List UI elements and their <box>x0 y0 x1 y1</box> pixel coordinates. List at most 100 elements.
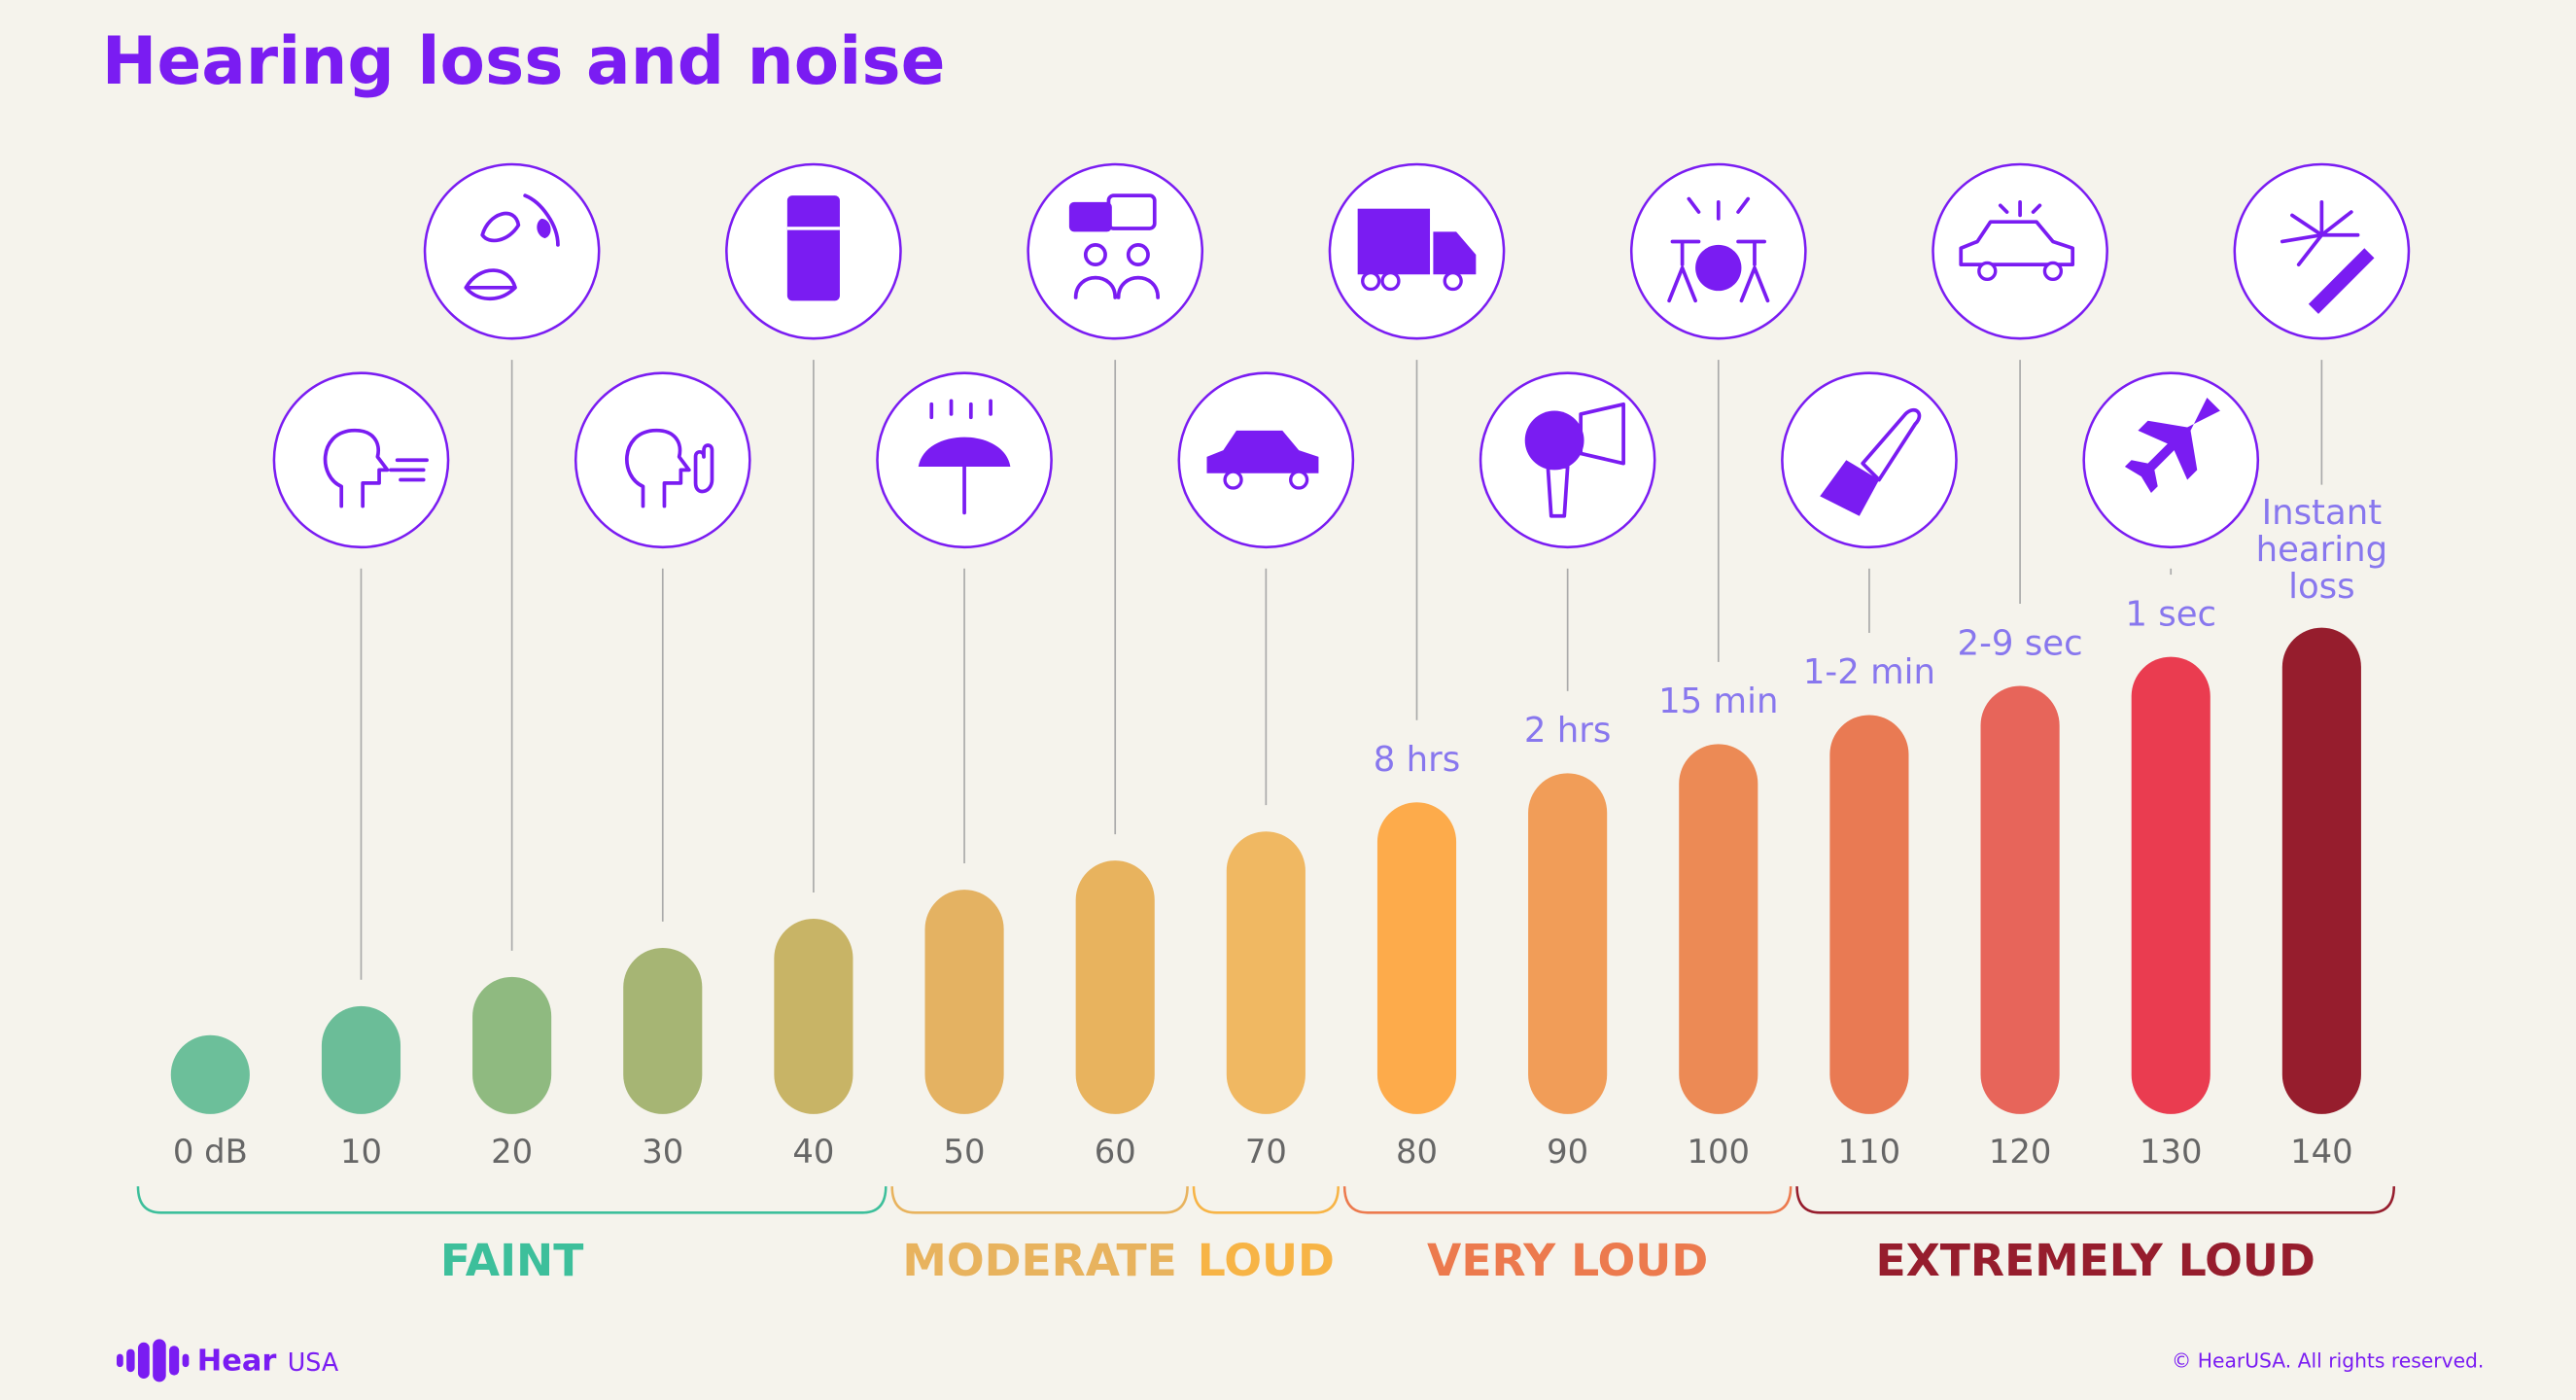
x-tick-label: 130 <box>2140 1133 2203 1171</box>
icon-shape <box>693 443 714 494</box>
icon-shape <box>1380 270 1401 292</box>
icon <box>423 162 601 340</box>
x-tick-label: 50 <box>944 1133 986 1171</box>
icon-shape <box>1361 270 1381 292</box>
icon <box>1479 371 1656 549</box>
bar <box>1679 744 1758 1114</box>
icon <box>574 371 751 549</box>
icon-shape <box>1126 242 1150 266</box>
bar <box>1528 773 1608 1114</box>
x-tick-label: 110 <box>1838 1133 1901 1171</box>
icon-shape <box>1433 231 1477 275</box>
x-tick-label: 60 <box>1095 1133 1136 1171</box>
bar <box>170 1034 250 1114</box>
icon-circle <box>423 162 601 340</box>
icon-shape <box>1083 242 1107 266</box>
exposure-label: 2 hrs <box>1524 711 1611 751</box>
x-tick-label: 100 <box>1688 1133 1751 1171</box>
icon <box>272 371 450 549</box>
x-tick-label: 70 <box>1245 1133 1287 1171</box>
bar <box>1075 860 1155 1114</box>
x-tick-label: 20 <box>491 1133 533 1171</box>
icon-circle <box>1781 371 1958 549</box>
icon-shape <box>1687 196 1751 221</box>
group-bracket <box>1342 1186 1793 1214</box>
group-bracket <box>890 1186 1189 1214</box>
group-label: EXTREMELY LOUD <box>1875 1235 2315 1286</box>
group-bracket <box>1795 1186 2396 1214</box>
icon-shape <box>1695 244 1742 292</box>
bar <box>1376 802 1457 1114</box>
icon-shape <box>1524 410 1584 471</box>
icon-shape <box>1443 270 1463 292</box>
icon <box>2233 162 2411 340</box>
bar <box>2281 627 2361 1114</box>
chart-title: Hearing loss and noise <box>102 22 946 99</box>
icon-shape <box>1579 402 1625 466</box>
icon-shape <box>537 218 551 239</box>
icon-shape <box>1106 193 1157 230</box>
x-tick-label: 30 <box>642 1133 683 1171</box>
bar <box>472 976 552 1114</box>
icon <box>1177 371 1355 549</box>
icon-shape <box>1206 430 1319 473</box>
icon-shape <box>918 437 1011 468</box>
icon-circle <box>1027 162 1204 340</box>
x-tick-label: 90 <box>1547 1133 1588 1171</box>
icon-shape <box>1861 407 1922 482</box>
icon <box>1781 371 1958 549</box>
icon-circle <box>2233 162 2411 340</box>
exposure-label: 15 min <box>1658 682 1778 721</box>
icon <box>1629 162 1807 340</box>
icon-shape <box>1223 470 1243 490</box>
icon-shape <box>1068 201 1112 232</box>
icon-circle <box>272 371 450 549</box>
icon-circle <box>574 371 751 549</box>
group-label: LOUD <box>1198 1235 1335 1286</box>
icon-shape <box>2308 248 2375 314</box>
icon <box>1027 162 1204 340</box>
icon-shape <box>1546 465 1570 518</box>
x-tick-label: 80 <box>1396 1133 1438 1171</box>
icon-shape <box>1977 261 1998 282</box>
icon-shape <box>464 268 517 301</box>
brand-suffix: USA <box>288 1348 339 1377</box>
icon-shape <box>323 428 390 508</box>
icon-shape <box>929 399 992 420</box>
group-label: FAINT <box>440 1235 584 1286</box>
group-bracket <box>1192 1186 1340 1214</box>
icon <box>2082 371 2260 549</box>
exposure-label: Instant hearing loss <box>2256 493 2388 607</box>
x-tick-label: 40 <box>792 1133 834 1171</box>
icon-circle <box>1932 162 2108 340</box>
group-label: MODERATE <box>902 1235 1176 1286</box>
icon <box>1328 162 1506 340</box>
group-bracket <box>136 1186 888 1214</box>
exposure-label: 8 hrs <box>1374 740 1460 780</box>
icon-shape <box>480 211 521 243</box>
icon-shape <box>523 193 560 247</box>
icon-shape <box>2124 398 2220 494</box>
exposure-label: 1-2 min <box>1803 652 1935 692</box>
icon-shape <box>1998 200 2042 218</box>
x-tick-label: 10 <box>340 1133 382 1171</box>
icon-shape <box>1959 220 2075 266</box>
bar <box>321 1005 401 1114</box>
x-tick-label: 0 dB <box>173 1133 248 1171</box>
logo: Hear USA <box>116 1339 339 1382</box>
icon-shape <box>786 195 840 301</box>
icon <box>1932 162 2108 340</box>
bar <box>924 890 1004 1114</box>
x-tick-label: 140 <box>2290 1133 2353 1171</box>
icon-shape <box>2280 200 2360 266</box>
icon-shape <box>1357 208 1431 275</box>
icon-shape <box>1820 460 1880 516</box>
icon <box>876 371 1053 549</box>
x-tick-label: 120 <box>1989 1133 2052 1171</box>
icon-shape <box>1073 275 1161 299</box>
exposure-label: 1 sec <box>2125 594 2216 634</box>
group-label: VERY LOUD <box>1427 1235 1708 1286</box>
icon-shape <box>1289 470 1309 490</box>
